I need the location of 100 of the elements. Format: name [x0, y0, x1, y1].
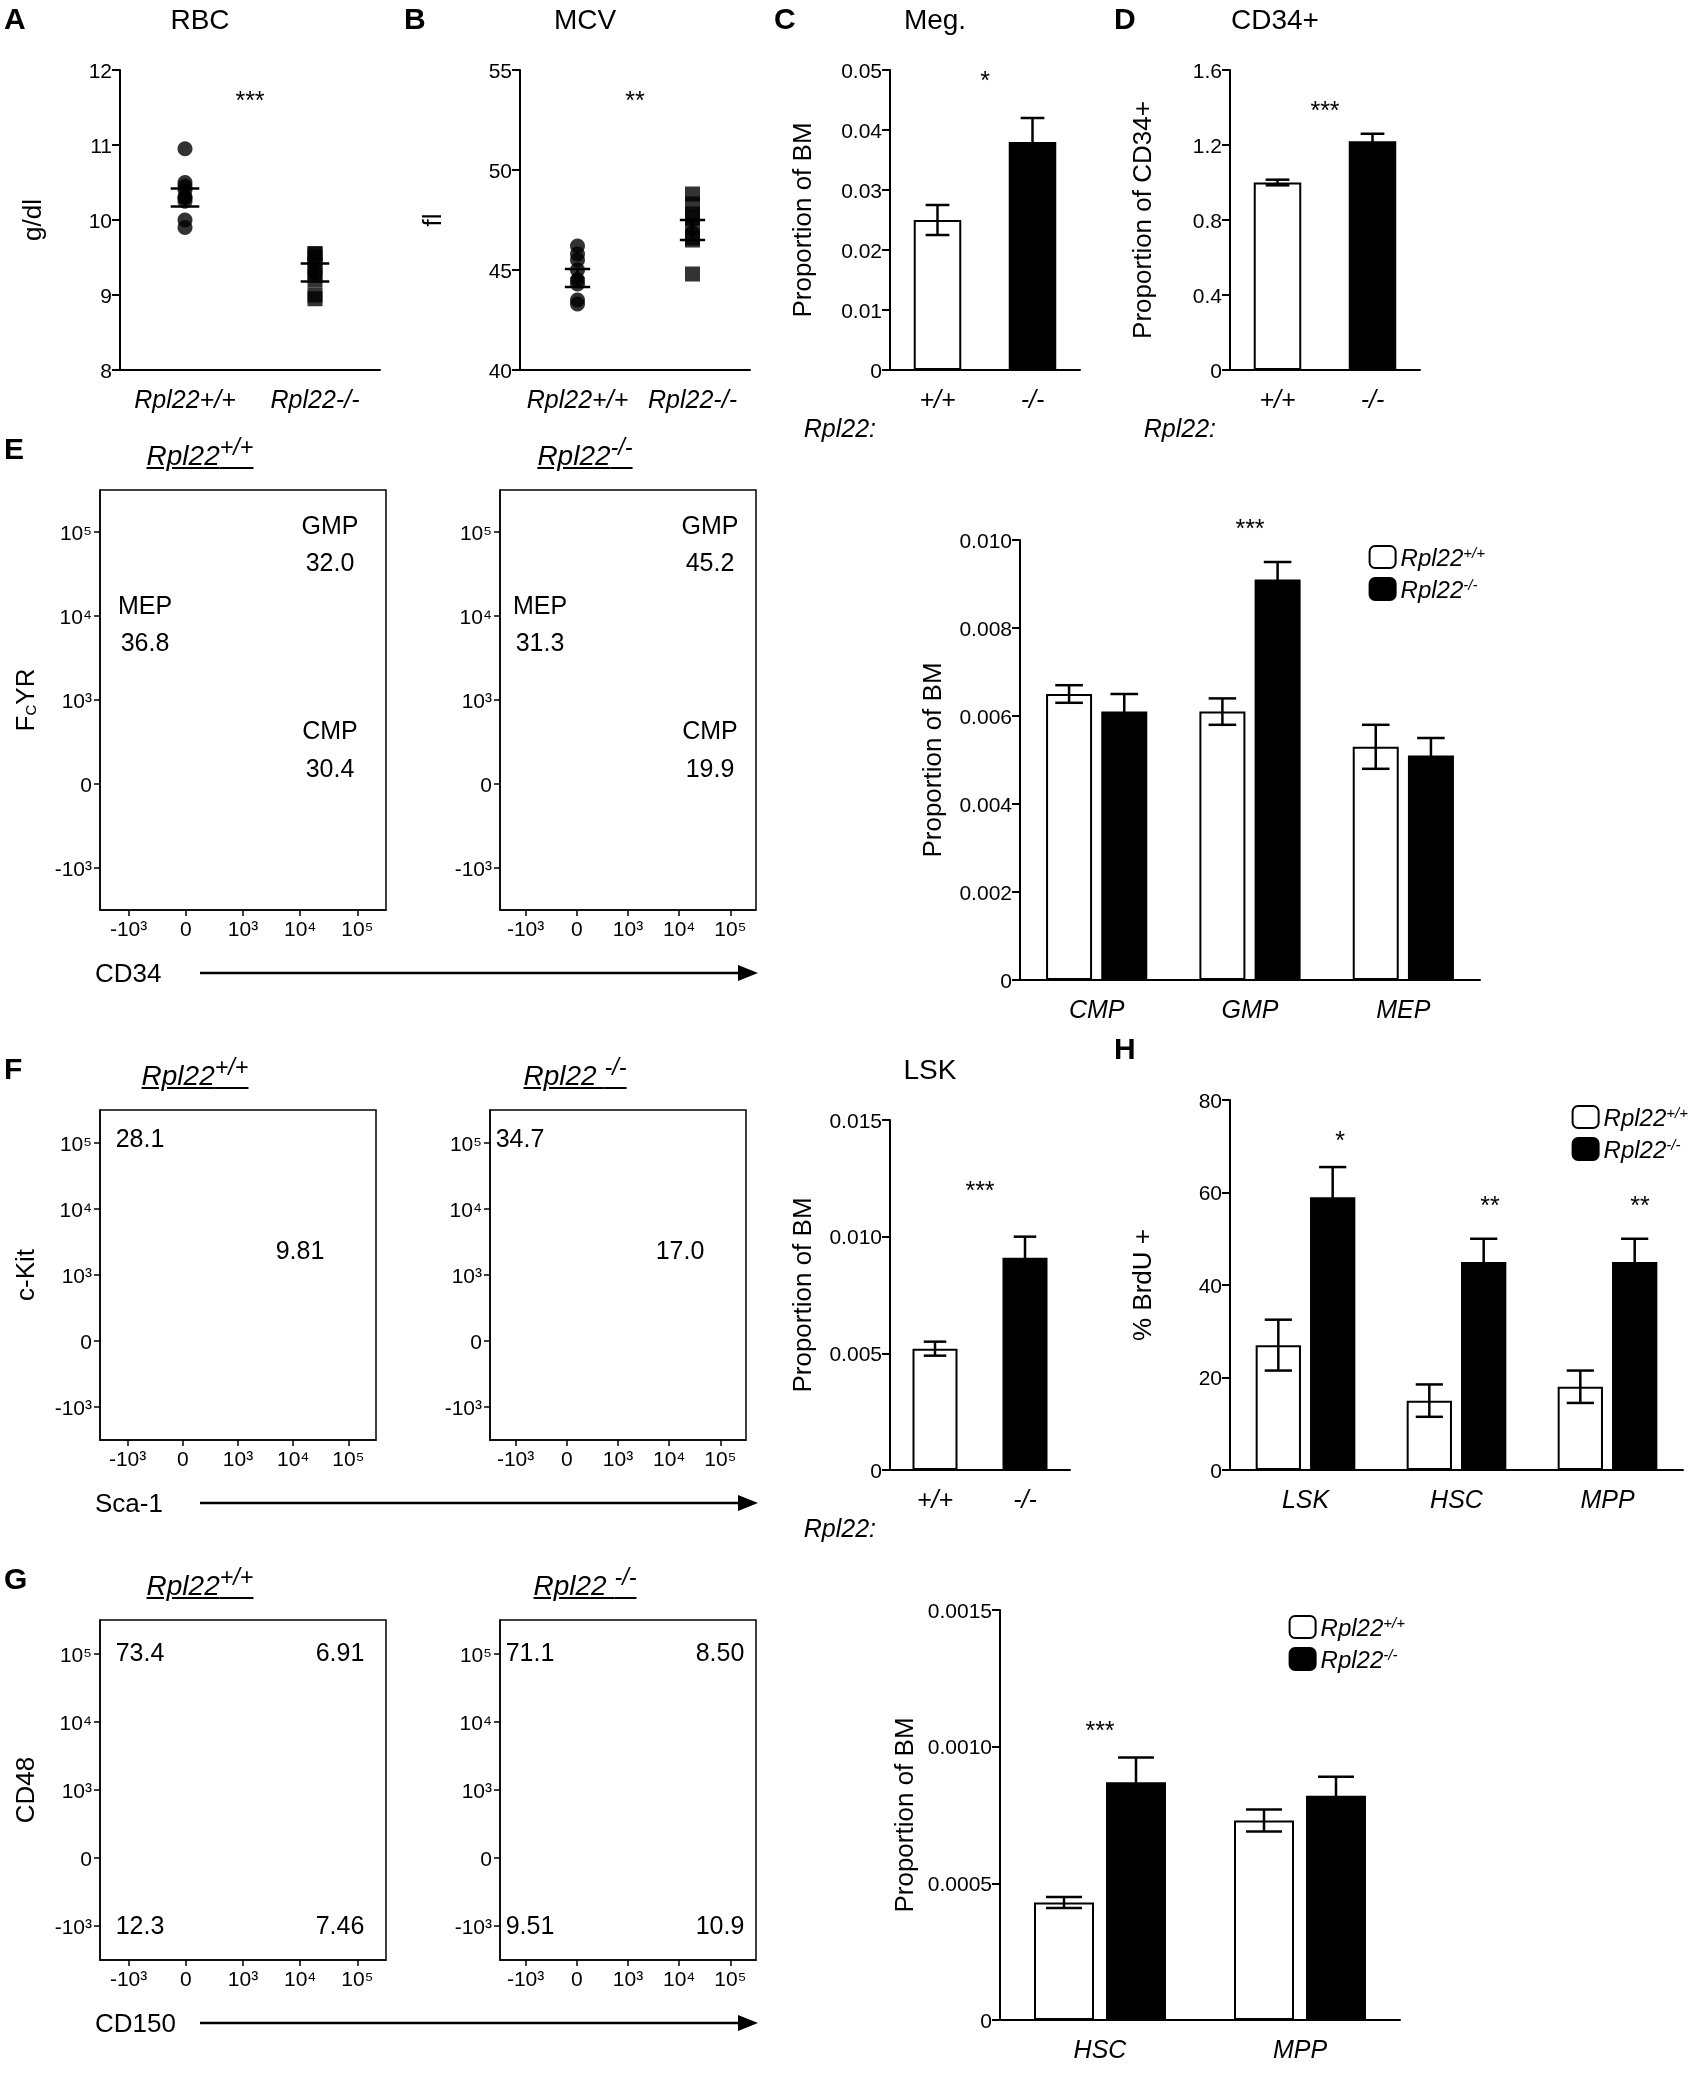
category-label: -10³	[108, 1447, 147, 1470]
y-tick-label: 0.006	[959, 704, 1012, 728]
category-label: 10⁴	[663, 917, 696, 940]
text: MEP	[512, 590, 568, 620]
y-tick-label: 1.6	[1192, 58, 1222, 82]
text: 6.91	[315, 1637, 365, 1667]
text: CD150	[95, 2008, 176, 2039]
legend-label: Rpl22+/+	[1400, 543, 1486, 571]
y-tick-label: 40	[488, 358, 512, 382]
y-tick-label: 0.0010	[927, 1735, 992, 1759]
y-tick-label: 45	[488, 258, 512, 282]
text: G	[4, 1562, 28, 1596]
x-tick-label: MPP	[1580, 1484, 1635, 1513]
annotation: **	[1630, 1190, 1650, 1220]
text: CD34	[95, 958, 162, 989]
y-tick-label: 0.0005	[927, 1871, 992, 1895]
legend-label: Rpl22-/-	[1320, 1645, 1398, 1673]
annotation: ***	[1310, 95, 1340, 125]
category-label: 10⁵	[332, 1447, 365, 1470]
category-label: -10³	[454, 856, 492, 880]
text: 31.3	[515, 627, 565, 657]
annotation: ***	[965, 1175, 995, 1205]
x-tick-label: MEP	[1376, 994, 1431, 1023]
y-tick-label: 0.0015	[927, 1598, 992, 1622]
category-label: 10³	[227, 917, 259, 940]
legend-label: Rpl22-/-	[1603, 1135, 1681, 1163]
y-tick-label: 0.03	[841, 178, 882, 202]
category-label: 0	[179, 1967, 192, 1990]
category-label: 0	[570, 917, 583, 940]
text: Rpl22 $^{-/-}$	[522, 1054, 628, 1093]
category-label: 10³	[222, 1447, 254, 1470]
x-tick-label: -/-	[1020, 384, 1045, 413]
y-tick-label: 0.02	[841, 238, 882, 262]
category-label: 10³	[612, 917, 644, 940]
category-label: 10⁵	[714, 1967, 747, 1990]
y-axis-title: Proportion of BM	[787, 122, 817, 318]
y-tick-label: 0.04	[841, 118, 883, 142]
category-label: 10⁵	[59, 1642, 92, 1666]
category-label: 10⁴	[663, 1967, 696, 1990]
category-label: -10³	[54, 1914, 92, 1938]
text: B	[404, 2, 426, 36]
text: 8.50	[695, 1637, 745, 1667]
x-tick-label: LSK	[1281, 1484, 1331, 1513]
text: 71.1	[505, 1637, 555, 1667]
category-label: 0	[470, 1329, 482, 1353]
y-tick-label: 40	[1198, 1273, 1222, 1297]
y-tick-label: 0.01	[841, 298, 882, 322]
y-axis-title: g/dl	[17, 199, 47, 241]
category-label: -10³	[444, 1395, 482, 1419]
text: MEP	[117, 590, 173, 620]
category-label: 10³	[451, 1263, 482, 1287]
x-tick-label: +/+	[916, 1484, 954, 1513]
legend-label: Rpl22+/+	[1603, 1103, 1689, 1131]
category-label: -10³	[496, 1447, 535, 1470]
y-tick-label: 80	[1198, 1088, 1222, 1112]
category-label: 10³	[602, 1447, 634, 1470]
chart-title: LSK	[902, 1054, 958, 1086]
y-axis-title: Proportion of BM	[787, 1197, 817, 1393]
category-label: 10⁴	[449, 1197, 482, 1221]
y-axis-title: Proportion of BM	[917, 662, 947, 858]
y-tick-label: 9	[100, 283, 112, 307]
legend-label: Rpl22-/-	[1400, 575, 1478, 603]
x-tick-label: Rpl22-/-	[648, 384, 737, 413]
text: Rpl22$^{+/+}$	[146, 434, 254, 472]
text: CMP	[302, 715, 358, 745]
category-label: 10³	[461, 1778, 492, 1802]
x-tick-label: Rpl22+/+	[526, 384, 629, 413]
y-tick-label: 0	[870, 1458, 882, 1482]
x-axis-title: Rpl22:	[803, 413, 876, 442]
y-tick-label: 0	[1210, 1458, 1222, 1482]
text: c-Kit	[10, 1248, 40, 1301]
x-tick-label: +/+	[919, 384, 956, 413]
x-tick-label: HSC	[1073, 2034, 1128, 2063]
category-label: 10⁵	[59, 520, 92, 544]
y-tick-label: 12	[88, 58, 112, 82]
y-tick-label: 0	[1000, 968, 1012, 992]
text: Rpl22 $^{-/-}$	[532, 1564, 638, 1603]
category-label: 10⁵	[459, 520, 492, 544]
text: GMP	[301, 510, 359, 540]
text: Rpl22$^{+/+}$	[141, 1054, 249, 1092]
category-label: -10³	[109, 917, 148, 940]
annotation: ***	[1235, 513, 1265, 543]
category-label: -10³	[54, 856, 92, 880]
y-tick-label: 20	[1198, 1366, 1222, 1389]
y-tick-label: 0	[1210, 358, 1222, 382]
text: 9.81	[275, 1235, 325, 1265]
text: E	[4, 432, 25, 466]
text: C	[774, 2, 796, 36]
category-label: 10⁵	[459, 1642, 492, 1666]
text: 7.46	[315, 1910, 365, 1940]
x-tick-label: Rpl22-/-	[270, 384, 360, 413]
y-tick-label: 0.004	[959, 792, 1013, 816]
category-label: 10³	[61, 688, 92, 712]
category-label: 10⁴	[653, 1447, 686, 1470]
x-axis-title: Rpl22:	[803, 1513, 876, 1542]
category-label: 0	[176, 1447, 189, 1470]
x-tick-label: -/-	[1360, 384, 1385, 413]
x-tick-label: HSC	[1430, 1484, 1484, 1513]
y-tick-label: 10	[88, 208, 112, 232]
text: 30.4	[305, 753, 355, 783]
